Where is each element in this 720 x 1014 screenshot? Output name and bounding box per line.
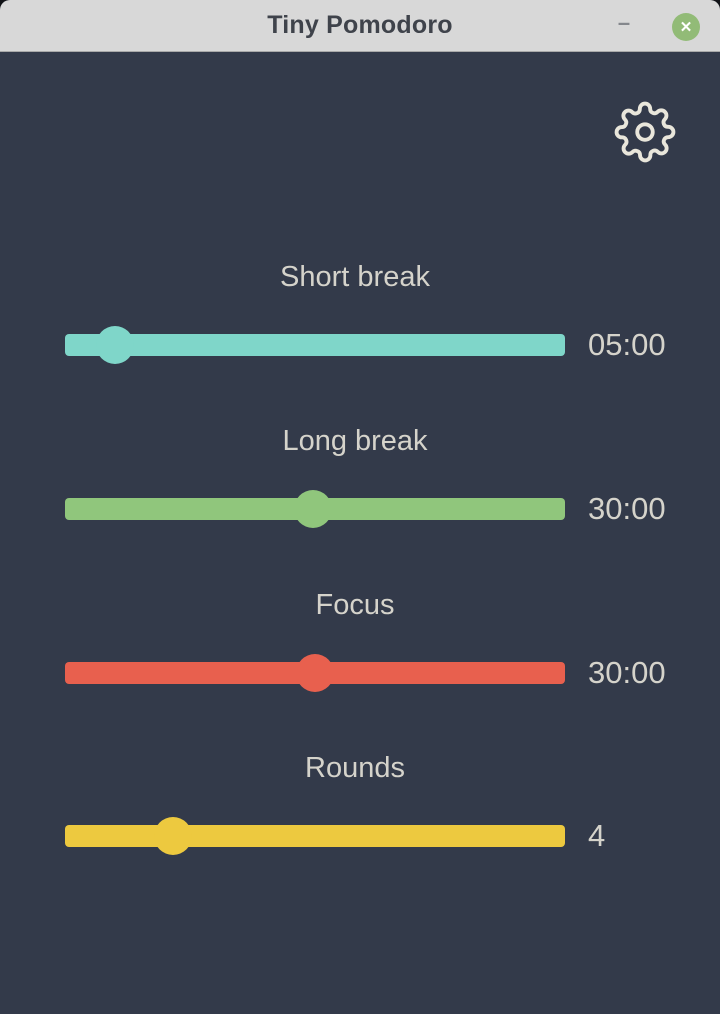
- long-break-label: Long break: [282, 425, 428, 457]
- short-break-group: Short break 05:00: [0, 254, 720, 384]
- rounds-value: 4: [588, 818, 606, 853]
- window-title: Tiny Pomodoro: [267, 11, 453, 39]
- short-break-value: 05:00: [588, 327, 666, 362]
- gear-icon: [614, 101, 676, 166]
- long-break-slider[interactable]: [65, 490, 565, 528]
- long-break-value: 30:00: [588, 491, 666, 526]
- rounds-label: Rounds: [305, 752, 405, 784]
- focus-slider-thumb[interactable]: [296, 654, 334, 692]
- rounds-slider[interactable]: [65, 817, 565, 855]
- long-break-slider-thumb[interactable]: [294, 490, 332, 528]
- titlebar[interactable]: Tiny Pomodoro – ✕: [0, 0, 720, 52]
- focus-value: 30:00: [588, 655, 666, 690]
- close-button[interactable]: ✕: [672, 13, 700, 41]
- long-break-group: Long break 30:00: [0, 418, 720, 548]
- focus-slider[interactable]: [65, 654, 565, 692]
- short-break-slider-track[interactable]: [65, 334, 565, 356]
- short-break-label: Short break: [280, 261, 430, 293]
- rounds-group: Rounds 4: [0, 745, 720, 875]
- close-icon: ✕: [679, 18, 693, 36]
- short-break-slider[interactable]: [65, 326, 565, 364]
- rounds-slider-track[interactable]: [65, 825, 565, 847]
- short-break-slider-thumb[interactable]: [95, 326, 134, 364]
- focus-label: Focus: [315, 589, 395, 621]
- focus-group: Focus 30:00: [0, 582, 720, 712]
- minimize-icon: –: [617, 10, 631, 35]
- settings-button[interactable]: [614, 101, 676, 163]
- main-content: Short break 05:00 Long break 30:00 Focus…: [0, 53, 720, 1014]
- rounds-slider-thumb[interactable]: [154, 817, 192, 855]
- minimize-button[interactable]: –: [608, 11, 640, 43]
